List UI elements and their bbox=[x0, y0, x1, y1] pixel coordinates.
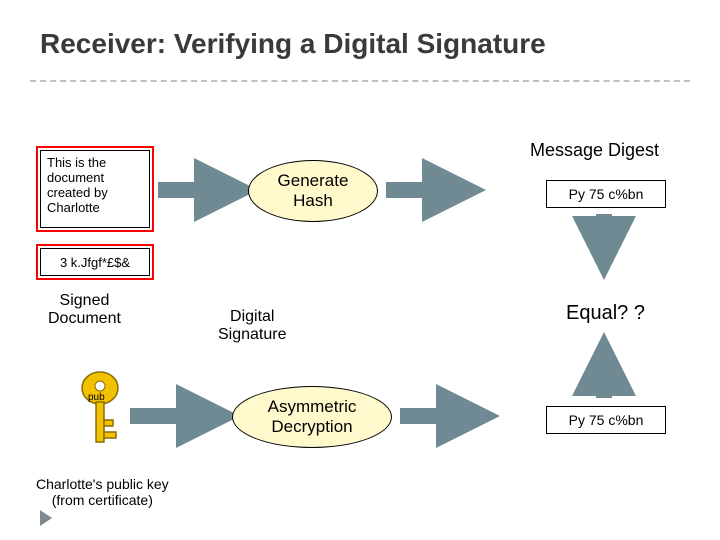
signed-document-label: Signed Document bbox=[48, 292, 121, 328]
page-title: Receiver: Verifying a Digital Signature bbox=[40, 28, 546, 60]
document-box: This is the document created by Charlott… bbox=[40, 150, 150, 228]
key-icon bbox=[78, 370, 122, 450]
digest-top-box: Py 75 c%bn bbox=[546, 180, 666, 208]
generate-hash-oval: Generate Hash bbox=[248, 160, 378, 222]
title-underline bbox=[30, 80, 690, 82]
equal-label: Equal? ? bbox=[566, 302, 645, 325]
signature-box: 3 k.Jfgf*£$& bbox=[40, 248, 150, 276]
message-digest-label: Message Digest bbox=[530, 140, 659, 161]
slide-bullet-icon bbox=[40, 510, 52, 526]
public-key-caption: Charlotte's public key (from certificate… bbox=[36, 476, 169, 508]
asymmetric-decryption-oval: Asymmetric Decryption bbox=[232, 386, 392, 448]
digital-signature-label: Digital Signature bbox=[218, 308, 287, 344]
digest-bottom-box: Py 75 c%bn bbox=[546, 406, 666, 434]
key-label: pub bbox=[88, 392, 105, 403]
